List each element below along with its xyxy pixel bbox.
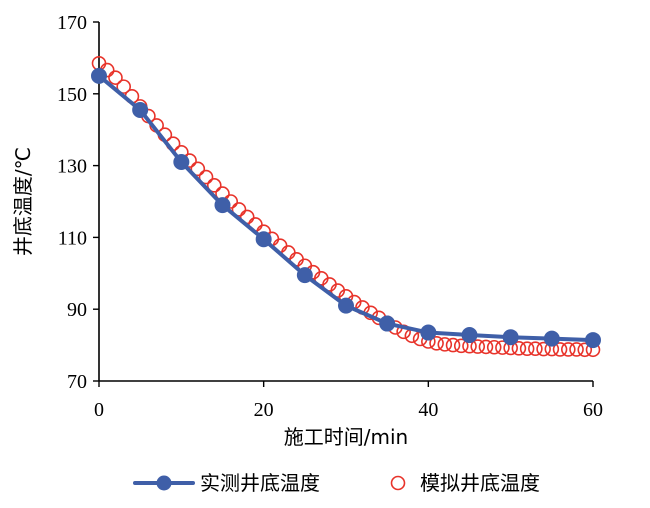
measured-point bbox=[420, 324, 437, 341]
legend: 实测井底温度 模拟井底温度 bbox=[133, 471, 540, 495]
y-tick-label: 150 bbox=[57, 84, 87, 106]
legend-marker-measured bbox=[156, 475, 172, 491]
measured-point bbox=[296, 267, 313, 284]
x-axis-ticks: 0 20 40 60 bbox=[94, 381, 603, 421]
simulated-point bbox=[511, 341, 527, 356]
simulated-point bbox=[453, 338, 469, 354]
simulated-point bbox=[116, 79, 131, 94]
simulated-point bbox=[519, 341, 535, 356]
simulated-point bbox=[470, 339, 486, 354]
axes: 70 90 110 130 150 170 0 20 40 60 bbox=[57, 12, 603, 421]
simulated-point bbox=[231, 202, 247, 217]
x-axis-title: 施工时间/min bbox=[284, 425, 408, 449]
measured-point bbox=[255, 231, 272, 248]
legend-label-simulated: 模拟井底温度 bbox=[420, 471, 540, 495]
series-layer bbox=[91, 55, 601, 358]
y-tick-label: 170 bbox=[57, 12, 87, 34]
simulated-point bbox=[577, 342, 593, 358]
simulated-point bbox=[198, 169, 214, 185]
legend-label-measured: 实测井底温度 bbox=[200, 471, 320, 495]
simulated-point bbox=[445, 337, 461, 353]
x-tick-label: 60 bbox=[583, 399, 603, 421]
y-tick-label: 90 bbox=[67, 299, 87, 321]
legend-marker-simulated bbox=[390, 475, 406, 491]
legend-item-simulated: 模拟井底温度 bbox=[390, 471, 540, 495]
simulated-point bbox=[569, 342, 584, 357]
simulated-point bbox=[552, 342, 568, 357]
y-tick-label: 110 bbox=[58, 227, 87, 249]
measured-point bbox=[585, 332, 601, 349]
x-tick-label: 0 bbox=[94, 399, 104, 421]
y-tick-label: 70 bbox=[67, 371, 87, 393]
x-tick-label: 20 bbox=[254, 399, 274, 421]
simulated-point bbox=[536, 341, 551, 357]
simulated-point bbox=[437, 337, 453, 352]
y-axis-title: 井底温度/℃ bbox=[11, 147, 35, 256]
measured-point bbox=[338, 297, 354, 314]
measured-point bbox=[543, 330, 560, 347]
x-tick-label: 40 bbox=[418, 399, 438, 421]
simulated-point bbox=[560, 342, 576, 357]
simulated-point bbox=[190, 161, 206, 177]
simulated-point bbox=[528, 341, 543, 356]
measured-point bbox=[173, 154, 190, 171]
simulated-point bbox=[206, 178, 222, 193]
simulated-point bbox=[495, 340, 510, 355]
y-axis-ticks: 70 90 110 130 150 170 bbox=[57, 12, 99, 393]
measured-point bbox=[502, 329, 519, 346]
simulated-point bbox=[486, 339, 502, 355]
measured-point bbox=[132, 101, 149, 118]
y-tick-label: 130 bbox=[57, 156, 87, 178]
measured-point bbox=[461, 327, 478, 344]
simulated-point bbox=[108, 70, 123, 85]
measured-point bbox=[214, 197, 231, 214]
legend-item-measured: 实测井底温度 bbox=[133, 471, 320, 495]
simulated-point bbox=[429, 336, 444, 351]
measured-point bbox=[379, 315, 396, 332]
measured-point bbox=[91, 67, 107, 84]
simulated-point bbox=[478, 339, 494, 355]
series-measured bbox=[91, 67, 601, 349]
